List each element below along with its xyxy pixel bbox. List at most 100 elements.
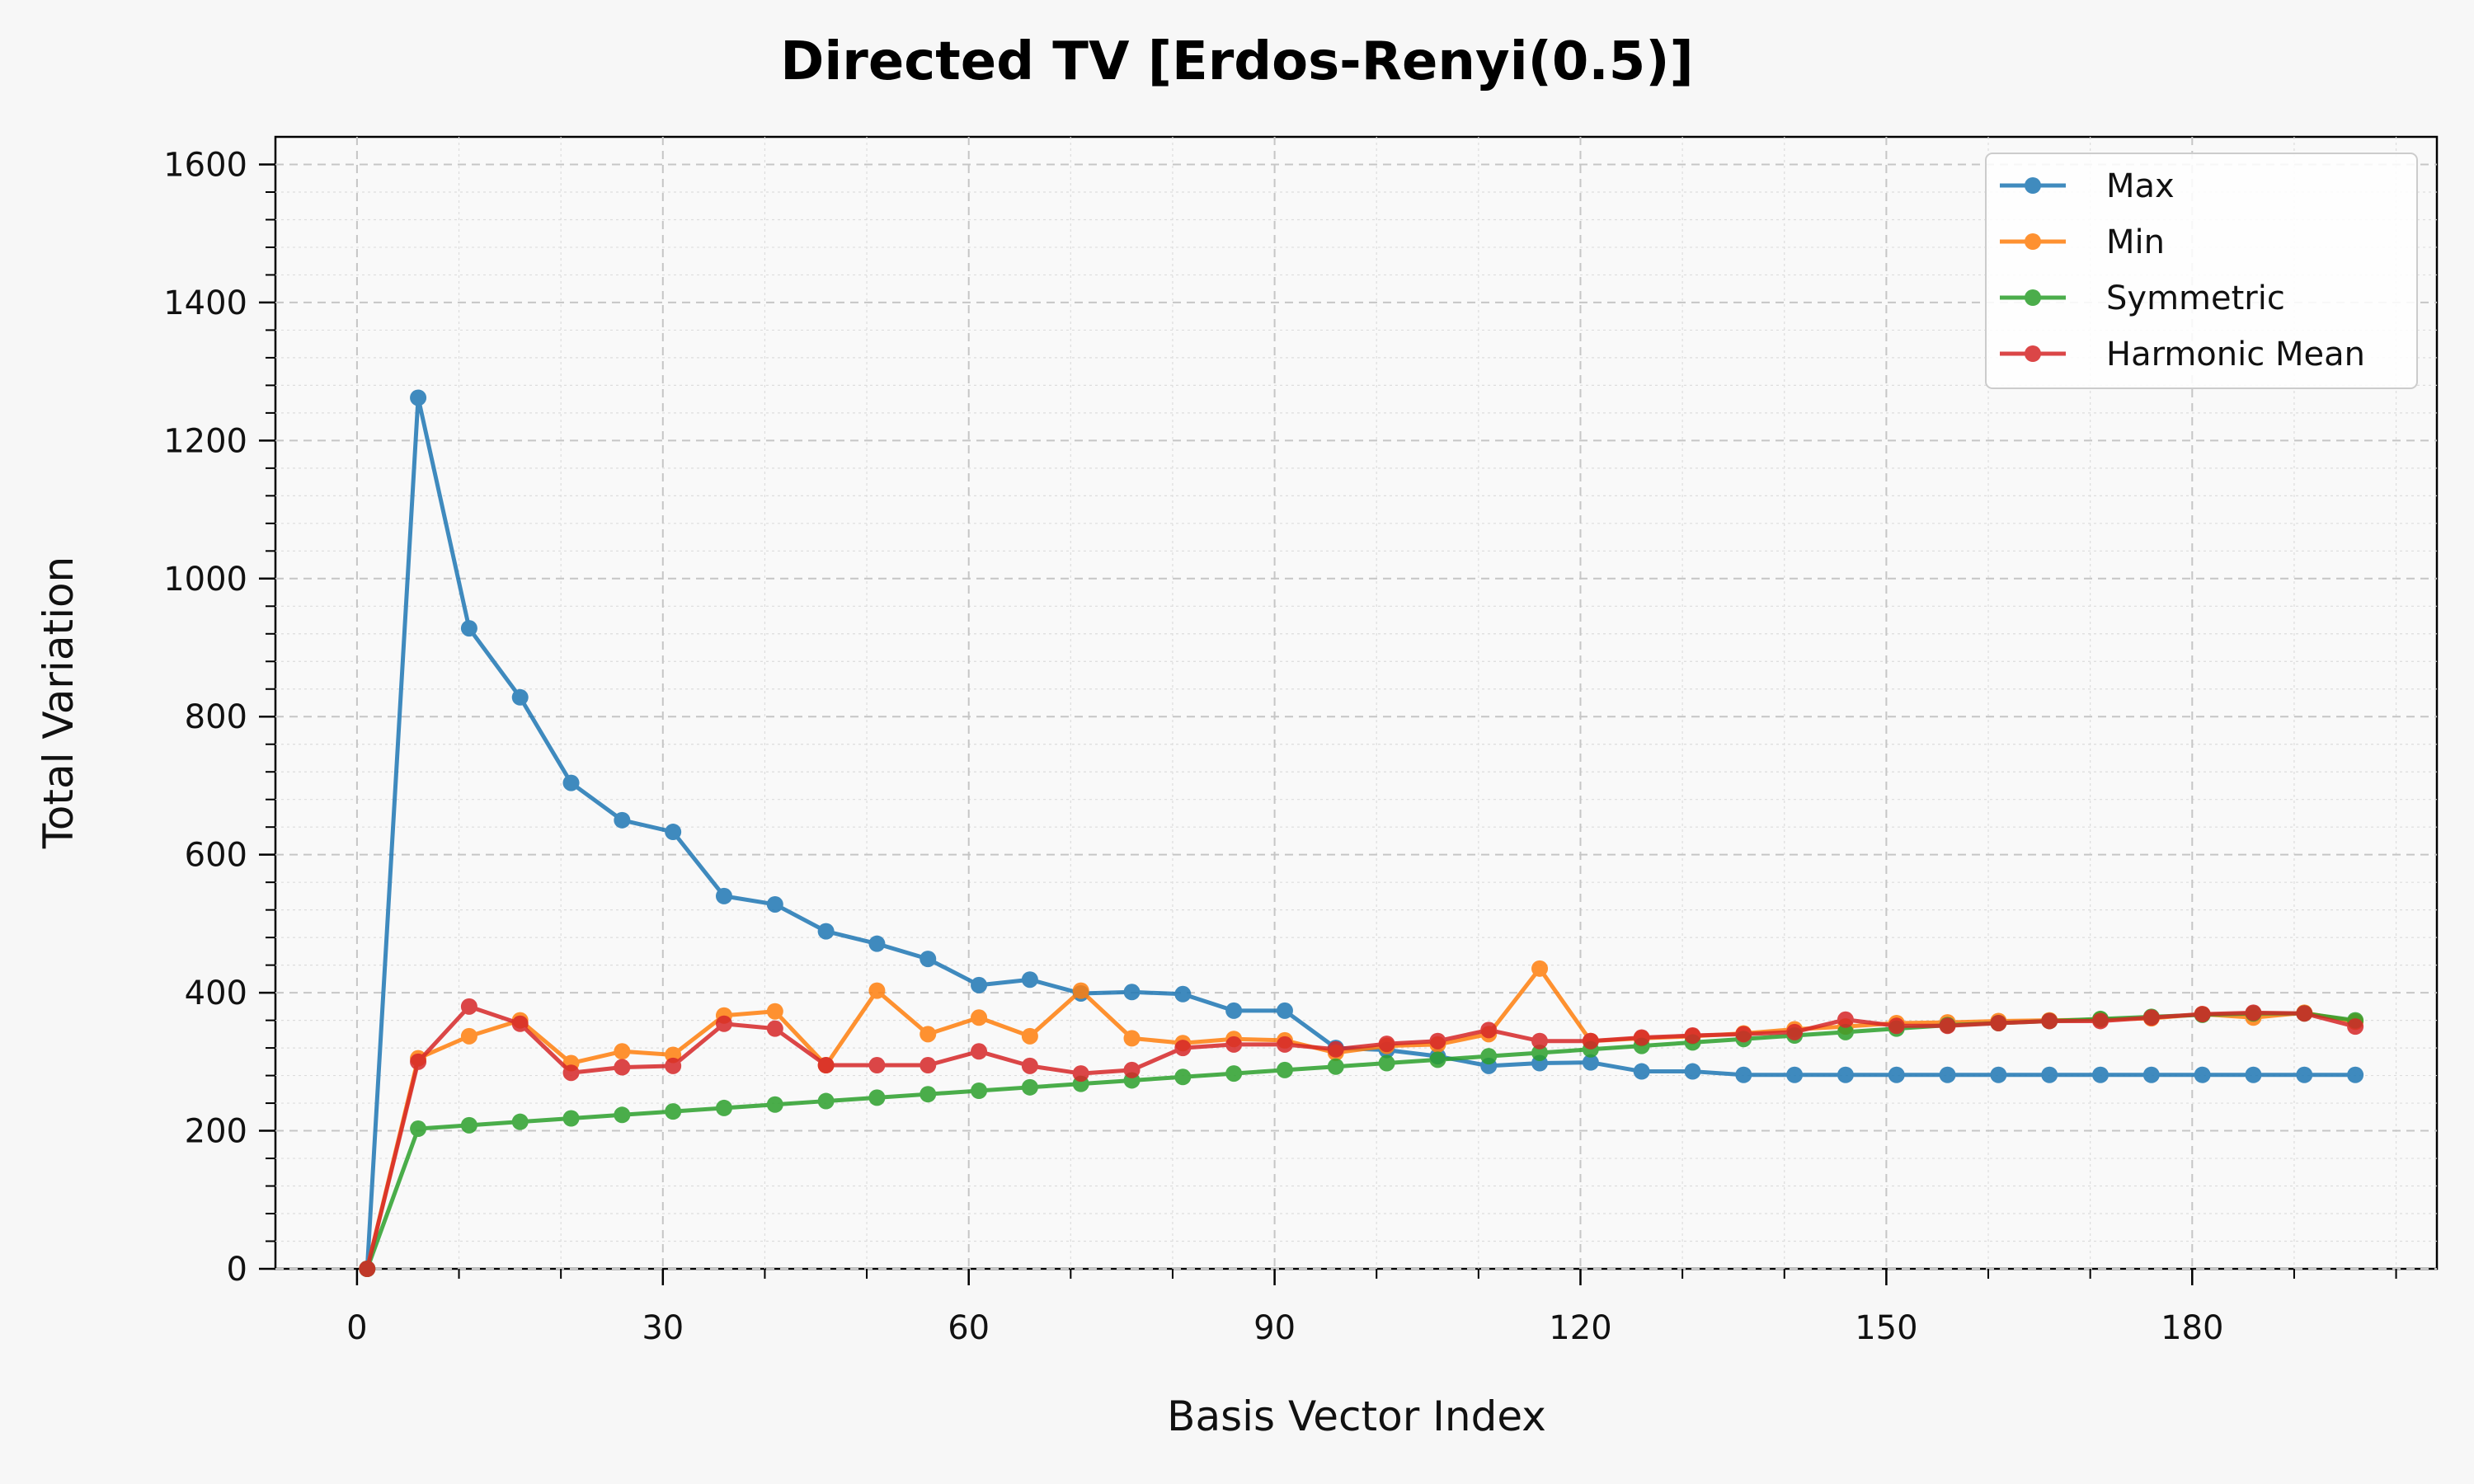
data-point-max [868, 935, 886, 952]
data-point-harmonic-mean [2092, 1012, 2109, 1030]
series-harmonic-mean [359, 998, 2364, 1277]
data-point-max [511, 688, 529, 706]
data-point-symmetric [1837, 1023, 1854, 1040]
y-tick-label: 1400 [163, 284, 247, 322]
data-point-harmonic-mean [1429, 1032, 1446, 1050]
data-point-min [868, 982, 886, 999]
data-point-symmetric [1276, 1061, 1293, 1078]
y-tick-label: 400 [185, 974, 247, 1012]
data-point-symmetric [1531, 1044, 1549, 1061]
data-point-symmetric [1174, 1068, 1192, 1086]
legend-box [1985, 153, 2418, 389]
y-tick-label: 1000 [163, 561, 247, 599]
data-point-harmonic-mean [1123, 1061, 1141, 1078]
data-point-harmonic-mean [665, 1057, 682, 1074]
data-point-symmetric [1327, 1058, 1344, 1075]
data-point-harmonic-mean [2194, 1006, 2211, 1023]
legend-label: Min [2106, 223, 2165, 261]
data-point-harmonic-mean [766, 1020, 783, 1037]
data-point-max [562, 774, 580, 791]
data-point-min [460, 1027, 477, 1045]
data-point-symmetric [410, 1120, 427, 1138]
x-tick-label: 0 [346, 1309, 367, 1347]
data-point-max [2347, 1066, 2364, 1083]
data-point-symmetric [1225, 1065, 1243, 1082]
data-point-symmetric [868, 1089, 886, 1106]
legend-item-symmetric [2000, 289, 2066, 306]
data-point-min [614, 1043, 631, 1060]
chart-title: Directed TV [Erdos-Renyi(0.5)] [780, 31, 1694, 92]
y-tick-label: 1600 [163, 146, 247, 184]
data-point-symmetric [665, 1103, 682, 1120]
data-point-harmonic-mean [2245, 1004, 2262, 1021]
data-point-max [1021, 971, 1038, 989]
data-point-harmonic-mean [511, 1015, 529, 1032]
data-point-harmonic-mean [715, 1015, 732, 1032]
x-tick-label: 30 [642, 1309, 684, 1347]
x-tick-label: 60 [948, 1309, 990, 1347]
data-point-harmonic-mean [614, 1059, 631, 1076]
data-point-symmetric [715, 1099, 732, 1116]
data-point-max [1786, 1066, 1804, 1083]
data-point-harmonic-mean [1327, 1040, 1344, 1058]
legend-swatch-marker [2025, 177, 2041, 194]
data-point-harmonic-mean [1378, 1036, 1395, 1053]
data-point-symmetric [971, 1082, 988, 1100]
data-point-max [2142, 1066, 2160, 1083]
data-point-harmonic-mean [2296, 1005, 2313, 1022]
data-point-harmonic-mean [1990, 1014, 2007, 1031]
data-point-harmonic-mean [1837, 1011, 1854, 1028]
data-point-harmonic-mean [1786, 1023, 1804, 1040]
data-point-max [1633, 1063, 1650, 1080]
data-point-harmonic-mean [817, 1057, 835, 1074]
data-point-harmonic-mean [1888, 1017, 1905, 1035]
data-point-max [1582, 1054, 1599, 1071]
data-point-harmonic-mean [410, 1053, 427, 1070]
series-layer [359, 389, 2364, 1277]
legend-item-max [2000, 177, 2066, 194]
data-point-harmonic-mean [920, 1057, 937, 1074]
data-point-harmonic-mean [1582, 1032, 1599, 1050]
data-point-harmonic-mean [359, 1261, 376, 1277]
data-point-max [2245, 1066, 2262, 1083]
data-point-harmonic-mean [1021, 1057, 1038, 1074]
data-point-max [1123, 984, 1141, 1001]
data-point-max [2296, 1066, 2313, 1083]
data-point-max [460, 620, 477, 637]
data-point-max [2092, 1066, 2109, 1083]
data-point-max [2041, 1066, 2058, 1083]
y-tick-label: 600 [185, 837, 247, 875]
data-point-symmetric [817, 1092, 835, 1110]
y-tick-label: 1200 [163, 422, 247, 460]
x-axis-label: Basis Vector Index [1167, 1392, 1546, 1440]
data-point-min [971, 1009, 988, 1026]
data-point-symmetric [1378, 1054, 1395, 1072]
legend-swatch-marker [2025, 345, 2041, 362]
data-point-max [1225, 1002, 1243, 1019]
legend-item-harmonic-mean [2000, 345, 2066, 362]
data-point-harmonic-mean [1276, 1036, 1293, 1053]
data-point-min [1531, 960, 1549, 977]
data-point-max [1888, 1066, 1905, 1083]
x-tick-label: 90 [1253, 1309, 1296, 1347]
data-point-max [1735, 1066, 1752, 1083]
legend-label: Max [2106, 167, 2175, 205]
data-point-symmetric [1480, 1048, 1498, 1065]
data-point-max [766, 895, 783, 913]
data-point-min [766, 1003, 783, 1020]
data-point-symmetric [920, 1086, 937, 1103]
data-point-max [817, 923, 835, 940]
axes: 0 30 60 90 120 150 180 0 200 400 600 800 1000 1200 140… [163, 146, 2397, 1347]
legend: Max Min Symmetric Harmonic Mean [1985, 153, 2418, 389]
data-point-max [410, 389, 427, 406]
data-point-harmonic-mean [1531, 1032, 1549, 1050]
data-point-harmonic-mean [1174, 1040, 1192, 1057]
data-point-max [920, 951, 937, 968]
x-tick-label: 180 [2161, 1309, 2223, 1347]
legend-label: Symmetric [2106, 279, 2285, 317]
data-point-harmonic-mean [562, 1064, 580, 1082]
data-point-max [1684, 1063, 1701, 1080]
data-point-symmetric [1429, 1051, 1446, 1068]
